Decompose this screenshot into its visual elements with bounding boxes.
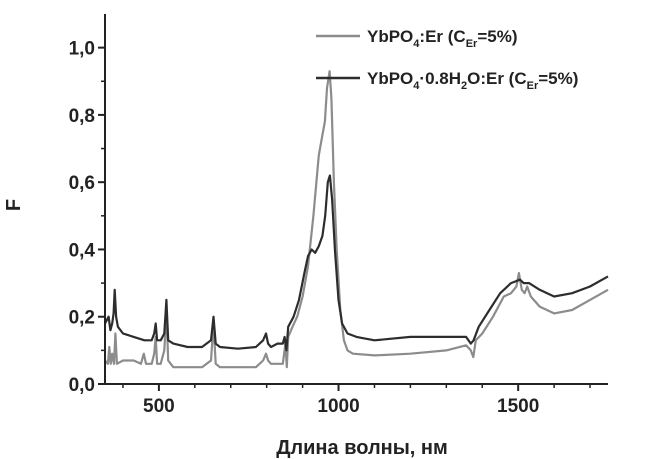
plot-area: 500 1000 1500 0,0 0,2 0,4 0,6 0,8 1,0 bbox=[69, 14, 609, 417]
x-ticks: 500 1000 1500 bbox=[122, 384, 591, 417]
x-axis-title: Длина волны, нм bbox=[276, 437, 448, 459]
legend-label-series-2: YbPO4·0.8H2O:Er (CEr=5%) bbox=[367, 69, 578, 92]
x-tick-label: 1000 bbox=[317, 396, 359, 417]
series-line-1 bbox=[104, 70, 609, 369]
series-layer bbox=[104, 70, 609, 369]
y-tick-label: 0,8 bbox=[69, 106, 95, 127]
legend: YbPO4:Er (CEr=5%) YbPO4·0.8H2O:Er (CEr=5… bbox=[316, 27, 578, 92]
legend-label-series-1: YbPO4:Er (CEr=5%) bbox=[367, 27, 518, 50]
y-ticks: 0,0 0,2 0,4 0,6 0,8 1,0 bbox=[69, 39, 105, 396]
y-tick-label: 0,4 bbox=[69, 240, 96, 261]
x-tick-label: 500 bbox=[143, 396, 175, 417]
y-tick-label: 0,6 bbox=[69, 173, 95, 194]
series-line-2 bbox=[104, 174, 609, 352]
y-tick-label: 1,0 bbox=[69, 39, 95, 60]
x-tick-label: 1500 bbox=[497, 396, 539, 417]
y-tick-label: 0,2 bbox=[69, 308, 95, 329]
y-axis-title: F bbox=[3, 199, 25, 211]
y-tick-label: 0,0 bbox=[69, 375, 95, 396]
